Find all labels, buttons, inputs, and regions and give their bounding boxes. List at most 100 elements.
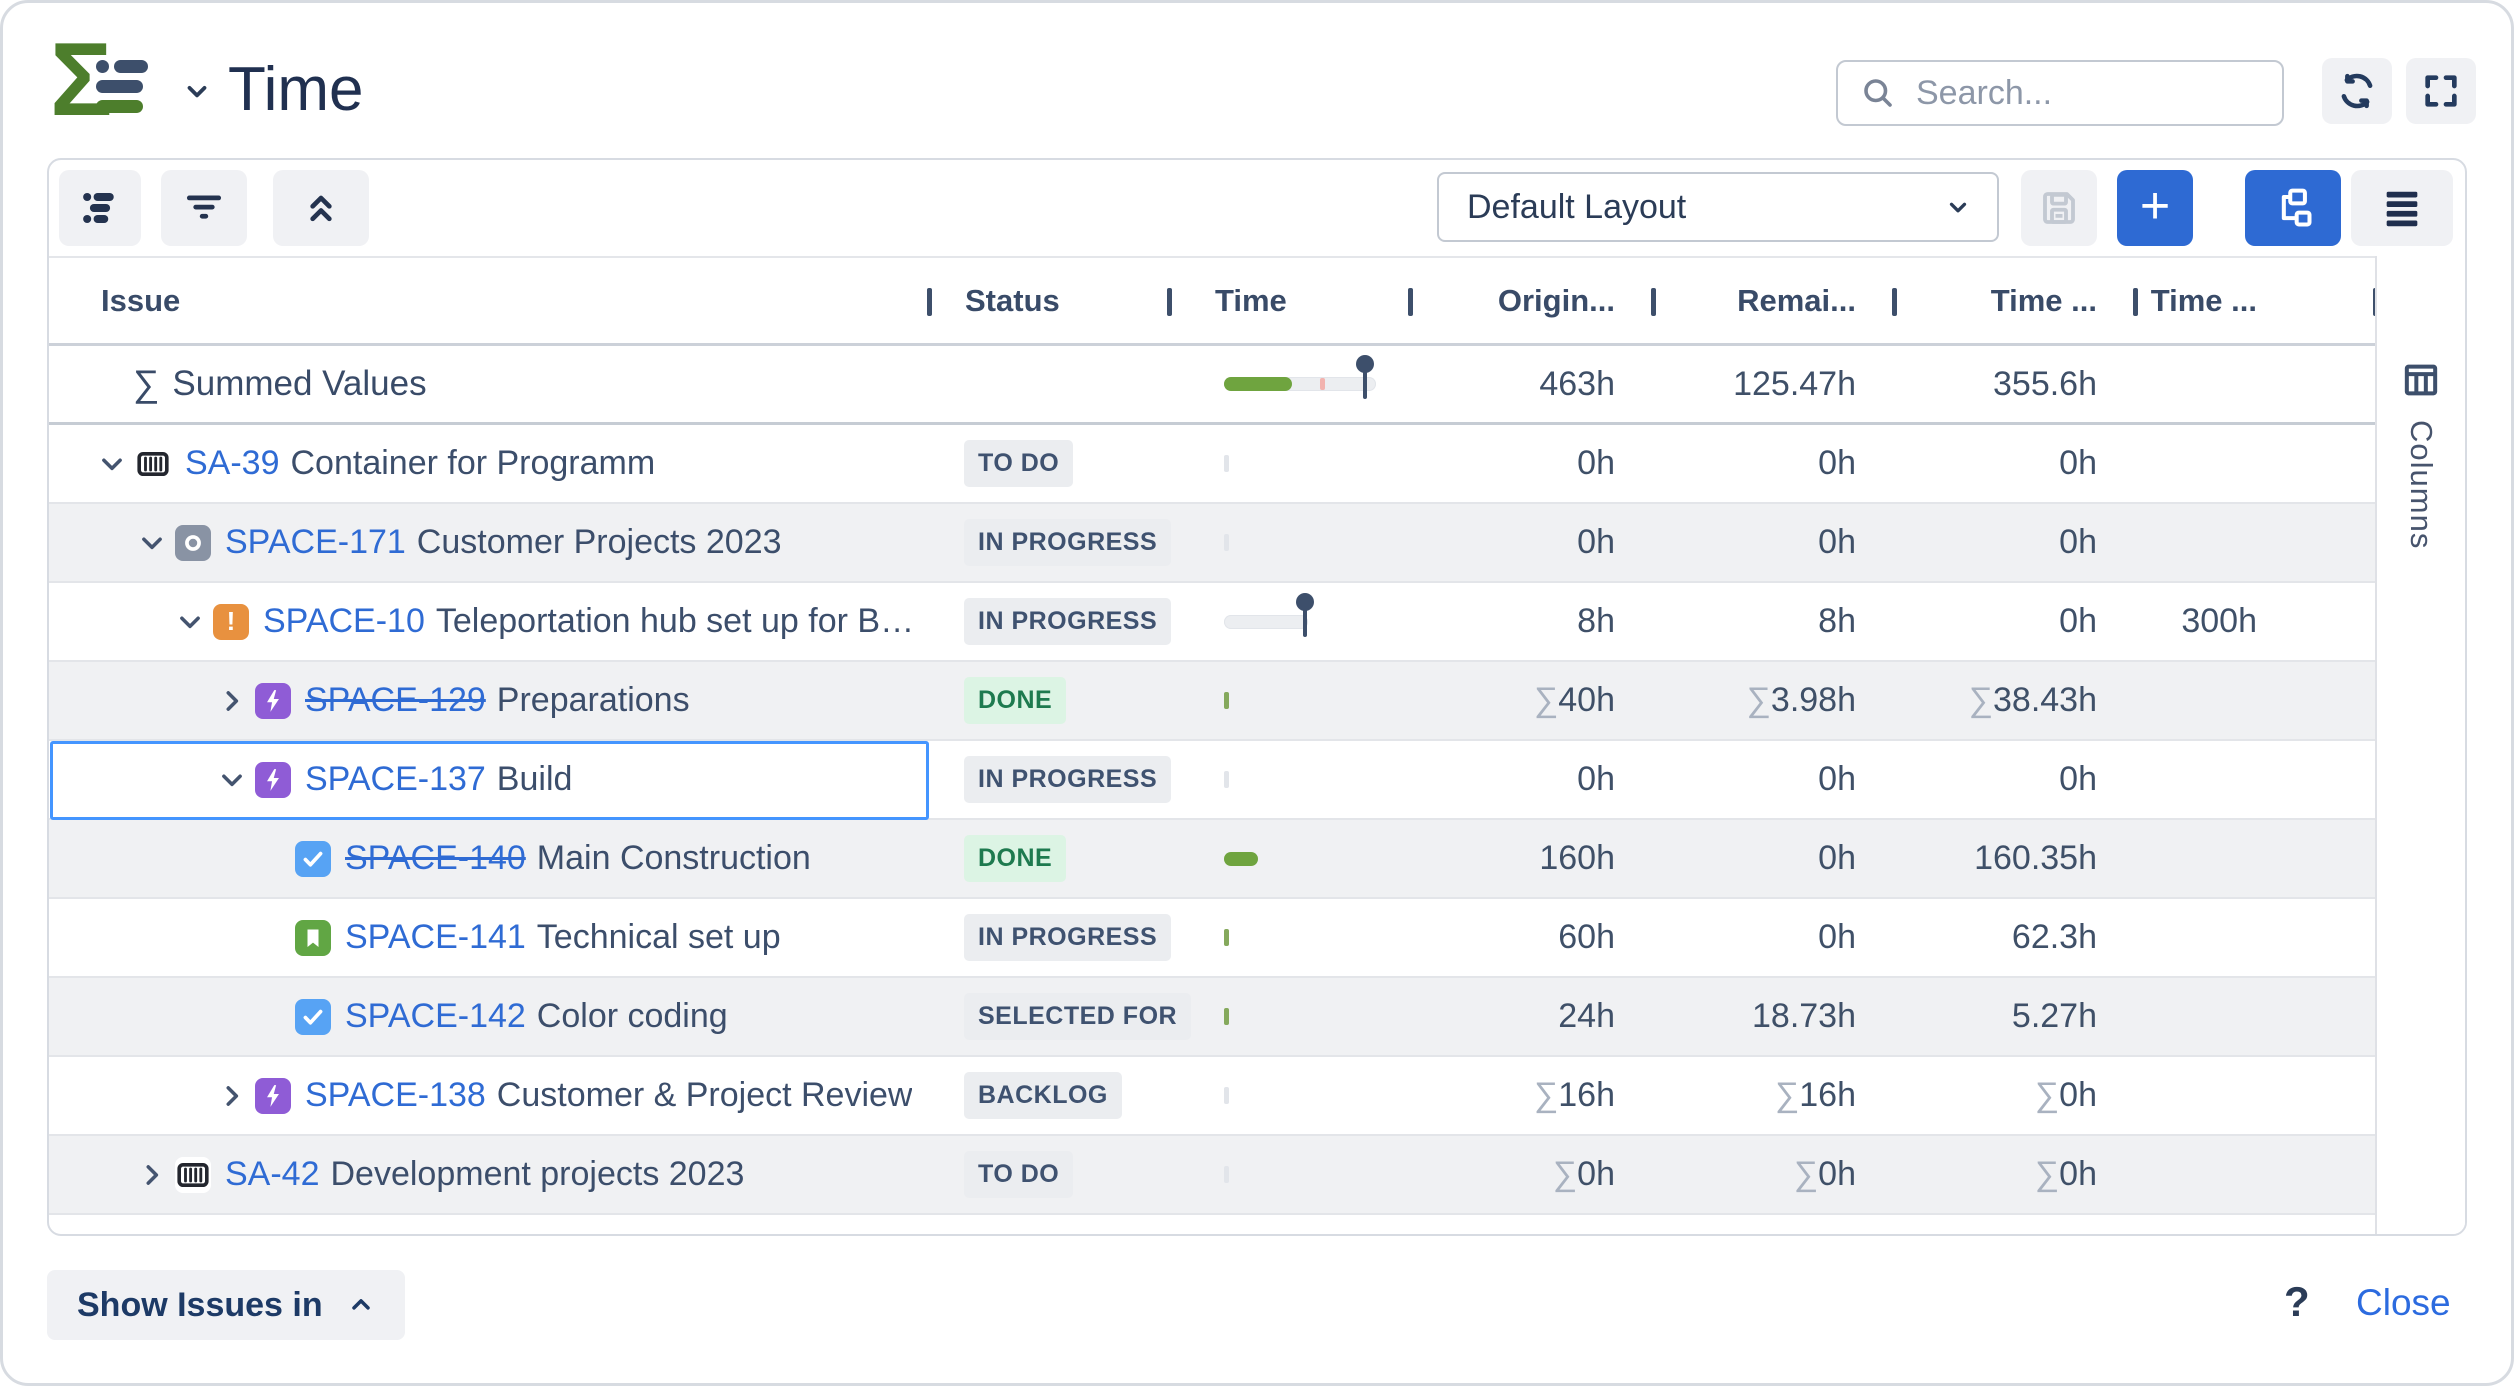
issue-key-link[interactable]: SPACE-171 [225, 523, 406, 561]
value-cell: 0h [1818, 760, 1856, 798]
chevron-right-icon[interactable] [213, 686, 251, 716]
show-issues-in-button[interactable]: Show Issues in [47, 1270, 405, 1340]
chevron-down-icon[interactable] [171, 607, 209, 637]
search-input[interactable] [1914, 72, 2248, 114]
columns-rail: Columns [2375, 256, 2465, 1234]
table-row[interactable]: SA-39 Container for Programm TO DO 0h 0h 0h [49, 425, 2465, 504]
save-layout-button[interactable] [2021, 170, 2097, 246]
indent-spacer [93, 1174, 133, 1175]
collapse-all-button[interactable] [273, 170, 369, 246]
value-cell: 62.3h [2011, 918, 2097, 956]
issue-key-link[interactable]: SPACE-10 [262, 602, 425, 640]
tree-view-button[interactable] [2245, 170, 2341, 246]
double-chevron-up-icon [310, 195, 332, 222]
issue-navigator-panel: Default Layout + [47, 158, 2467, 1236]
status-badge: TO DO [964, 440, 1074, 487]
fullscreen-button[interactable] [2406, 58, 2476, 124]
time-progress-bar [1224, 851, 1258, 866]
issue-key-link[interactable]: SA-42 [225, 1155, 320, 1193]
issue-type-container-icon [175, 1156, 211, 1193]
issue-type-bookmark-icon [295, 919, 331, 956]
columns-icon[interactable] [2401, 360, 2441, 400]
value-cell: 0h [1577, 523, 1615, 561]
table-row[interactable]: SPACE-129 Preparations DONE ∑40h ∑3.98h ∑38.4… [49, 662, 2465, 741]
table-row[interactable]: SPACE-141 Technical set up IN PROGRESS 60h 0… [49, 899, 2465, 978]
column-header-time[interactable]: Time [1215, 282, 1287, 318]
table-header: Issue Status Time Origin... Remai... Tim… [49, 258, 2465, 346]
filter-button[interactable] [161, 170, 247, 246]
table-row[interactable]: SPACE-142 Color coding SELECTED FOR 24h 18.7… [49, 978, 2465, 1057]
search-box [1836, 60, 2284, 126]
value-cell: ∑3.98h [1746, 681, 1856, 719]
issue-type-alert-icon: ! [212, 603, 249, 640]
issue-key-link[interactable]: SPACE-142 [345, 997, 526, 1035]
issue-key-link[interactable]: SA-39 [185, 444, 280, 482]
chevron-down-icon[interactable] [93, 449, 131, 479]
table-row[interactable]: SPACE-171 Customer Projects 2023 IN PROGRE… [49, 504, 2465, 583]
layout-select[interactable]: Default Layout [1437, 172, 1999, 242]
table-row[interactable]: SPACE-140 Main Construction DONE 160h 0h 160.… [49, 820, 2465, 899]
chevron-right-icon[interactable] [213, 1081, 251, 1111]
issue-key-link[interactable]: SPACE-138 [305, 1076, 486, 1114]
column-header-issue[interactable]: Issue [101, 282, 181, 318]
issue-summary: Color coding [536, 997, 728, 1035]
column-resize-handle[interactable] [1167, 288, 1172, 316]
issue-key-link[interactable]: SPACE-129 [305, 681, 486, 719]
issue-key-link[interactable]: SPACE-140 [345, 839, 526, 877]
value-cell: 8h [1577, 602, 1615, 640]
column-resize-handle[interactable] [927, 288, 932, 316]
time-tick [1224, 1008, 1229, 1025]
status-cell: IN PROGRESS [929, 914, 1172, 961]
sigma-icon: ∑ [133, 363, 160, 404]
time-tick [1224, 929, 1229, 946]
close-link[interactable]: Close [2356, 1282, 2451, 1323]
time-tick [1224, 692, 1229, 709]
time-cell [1169, 899, 1410, 976]
summed-values-row[interactable]: ∑ Summed Values 463h 125.47h 355.6h [49, 346, 2465, 425]
issue-cell: SA-39 Container for Programm [49, 444, 929, 483]
column-header-time2[interactable]: Time ... [1990, 282, 2097, 318]
time-tick [1224, 1087, 1229, 1104]
list-view-button[interactable] [2351, 170, 2453, 246]
help-button[interactable]: ? [2284, 1278, 2310, 1325]
issue-summary: Development projects 2023 [330, 1155, 745, 1193]
status-badge: SELECTED FOR [964, 993, 1192, 1040]
indent-spacer [93, 779, 213, 780]
table-row[interactable]: SPACE-138 Customer & Project Review BACKLO… [49, 1057, 2465, 1136]
columns-tab[interactable]: Columns [2404, 420, 2439, 550]
time-cell [1169, 1136, 1410, 1213]
column-header-time3[interactable]: Time ... [2150, 282, 2257, 318]
column-resize-handle[interactable] [1408, 288, 1413, 316]
time-progress-track [1224, 592, 1315, 637]
column-resize-handle[interactable] [2133, 288, 2138, 316]
value-cell: 125.47h [1733, 364, 1856, 403]
issue-key-link[interactable]: SPACE-141 [345, 918, 526, 956]
column-header-original[interactable]: Origin... [1497, 282, 1615, 318]
issue-cell: SA-42 Development projects 2023 [49, 1155, 929, 1194]
time-tick [1224, 455, 1229, 472]
refresh-button[interactable] [2322, 58, 2392, 124]
time-tick [1224, 771, 1229, 788]
time-cell [1169, 425, 1410, 502]
table-row[interactable]: ! SPACE-10 Teleportation hub set up for Be… [49, 583, 2465, 662]
status-cell: DONE [929, 677, 1169, 724]
tracking-view-button[interactable] [59, 170, 141, 246]
chevron-down-icon[interactable] [133, 528, 171, 558]
app-logo-icon[interactable]: Σ [50, 28, 160, 134]
value-cell: 0h [1818, 918, 1856, 956]
column-resize-handle[interactable] [1651, 288, 1656, 316]
indent-spacer [93, 858, 253, 859]
value-cell: ∑16h [1534, 1076, 1615, 1114]
table-row[interactable]: SA-42 Development projects 2023 TO DO ∑0h ∑0… [49, 1136, 2465, 1215]
chevron-down-icon[interactable] [182, 76, 212, 111]
add-issue-button[interactable]: + [2117, 170, 2193, 246]
column-resize-handle[interactable] [1892, 288, 1897, 316]
sum-sigma-prefix: ∑ [1534, 681, 1559, 719]
chevron-down-icon[interactable] [213, 765, 251, 795]
chevron-right-icon[interactable] [133, 1160, 171, 1190]
column-header-remaining[interactable]: Remai... [1737, 282, 1856, 318]
issue-key-link[interactable]: SPACE-137 [305, 760, 486, 798]
column-header-status[interactable]: Status [965, 282, 1060, 318]
table-row[interactable]: SPACE-137 Build IN PROGRESS 0h 0h 0h [49, 741, 2465, 820]
